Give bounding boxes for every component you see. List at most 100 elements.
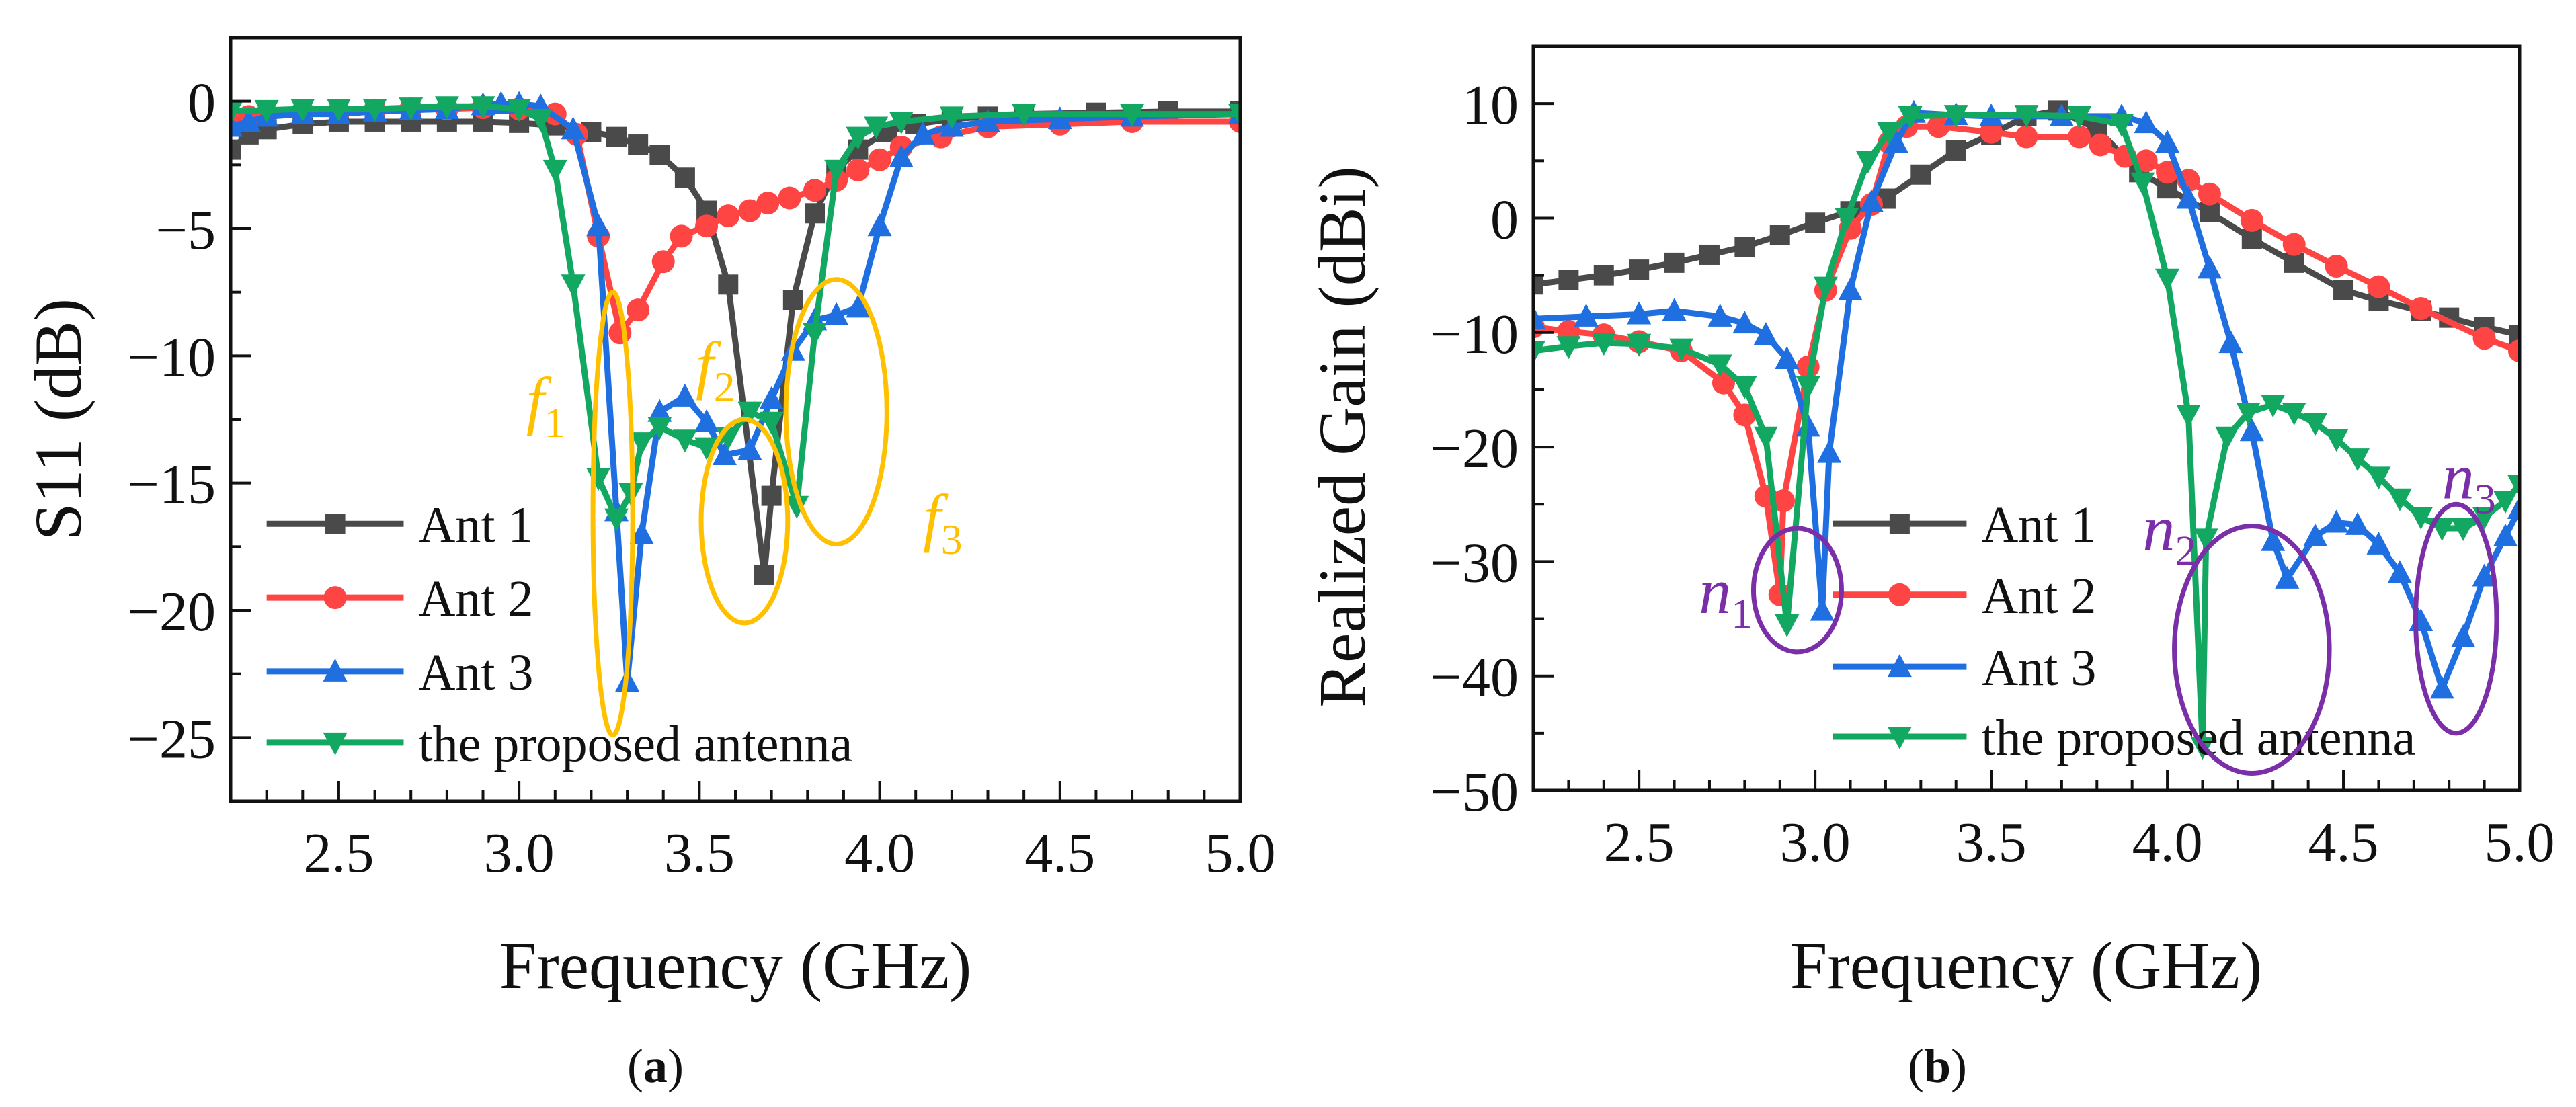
data-point <box>586 468 611 491</box>
data-point <box>629 521 654 544</box>
y-tick-label: −10 <box>128 326 216 388</box>
data-point <box>1662 298 1687 321</box>
data-point <box>2284 252 2304 273</box>
data-point <box>2303 413 2328 436</box>
annotation-ellipse <box>783 277 889 547</box>
data-point <box>1734 237 1755 257</box>
legend-marker <box>1889 514 1910 534</box>
legend-item: Ant 1 <box>266 497 533 553</box>
data-point <box>1228 104 1240 127</box>
data-point <box>1877 122 1902 145</box>
data-point <box>651 250 675 274</box>
data-point <box>1732 376 1757 399</box>
data-point <box>1753 426 1778 450</box>
data-point <box>1699 244 1720 265</box>
data-point <box>2387 560 2412 583</box>
data-point <box>1898 106 1923 129</box>
data-point <box>2345 448 2370 472</box>
caption: (a) <box>627 1039 684 1093</box>
annotation-label: n1 <box>1699 555 1753 637</box>
data-point <box>2507 496 2520 520</box>
data-point <box>2240 208 2263 232</box>
data-point <box>2197 255 2222 279</box>
data-point <box>756 192 780 215</box>
x-tick-label: 4.0 <box>844 822 915 885</box>
data-point <box>1707 354 1732 378</box>
x-tick-label: 5.0 <box>2485 811 2555 874</box>
data-point <box>2282 233 2306 256</box>
data-point <box>649 145 670 165</box>
data-point <box>231 139 241 160</box>
data-point <box>326 99 351 122</box>
data-point <box>2134 110 2159 134</box>
data-point <box>1805 212 1826 233</box>
data-point <box>824 302 849 325</box>
legend-item: Ant 1 <box>1833 497 2096 553</box>
data-point <box>2429 675 2454 699</box>
x-tick-label: 4.5 <box>1024 822 1095 885</box>
data-point <box>1943 105 1968 128</box>
data-point <box>2493 491 2518 514</box>
legend-marker <box>323 586 347 610</box>
data-point <box>782 290 803 311</box>
data-point <box>2303 523 2328 546</box>
caption-letter: a <box>643 1039 668 1093</box>
data-point <box>628 134 649 155</box>
annotation-subscript: 2 <box>714 363 735 411</box>
data-point <box>1910 164 1931 185</box>
data-point <box>561 274 586 298</box>
data-point <box>2409 297 2433 321</box>
data-point <box>606 126 627 147</box>
data-point <box>803 323 828 346</box>
y-tick-label: 0 <box>1490 188 1519 251</box>
data-point <box>2324 429 2349 452</box>
data-point <box>754 564 774 585</box>
data-point <box>2198 182 2221 206</box>
data-point <box>2367 275 2390 298</box>
legend: Ant 1 Ant 2 Ant 3 the proposed antenna <box>266 497 852 772</box>
data-point <box>1769 225 1790 246</box>
data-point <box>694 437 719 460</box>
data-point <box>542 159 567 183</box>
data-point <box>434 96 459 120</box>
legend-label: Ant 1 <box>1981 497 2096 553</box>
data-point <box>1664 252 1685 273</box>
series-line-1 <box>231 108 1240 578</box>
data-point <box>2275 565 2300 589</box>
data-point <box>759 411 784 435</box>
series-line-4 <box>231 103 1240 522</box>
data-point <box>586 213 611 237</box>
legend-marker <box>1888 583 1911 606</box>
data-point <box>2409 608 2433 631</box>
data-point <box>2014 105 2039 128</box>
y-axis-label: Realized Gain (dBi) <box>1305 166 1379 707</box>
data-point <box>1707 303 1732 327</box>
data-point <box>2333 280 2354 300</box>
data-point <box>2215 426 2240 450</box>
y-tick-label: −25 <box>128 708 216 770</box>
legend-marker <box>1887 726 1912 749</box>
annotation-subscript: 1 <box>545 399 566 446</box>
data-point <box>1775 614 1800 638</box>
legend-marker <box>1887 654 1912 678</box>
annotation-subscript: 1 <box>1731 589 1753 637</box>
annotation-letter: n <box>2442 441 2474 513</box>
data-point <box>805 203 826 224</box>
data-point <box>1627 333 1652 357</box>
data-point <box>1884 130 1908 153</box>
data-point <box>2366 531 2391 555</box>
data-point <box>2493 523 2518 546</box>
data-point <box>846 294 871 318</box>
legend-label: Ant 3 <box>1981 640 2096 696</box>
legend-marker <box>325 514 346 534</box>
data-point <box>1855 151 1880 174</box>
data-point <box>784 495 809 519</box>
data-point <box>717 204 740 228</box>
annotation-ellipse <box>2172 524 2332 776</box>
data-point <box>672 429 697 453</box>
data-point <box>2324 509 2349 533</box>
data-point <box>1533 274 1543 295</box>
annotation-ellipse <box>2413 501 2499 736</box>
legend-label: the proposed antenna <box>418 716 852 772</box>
